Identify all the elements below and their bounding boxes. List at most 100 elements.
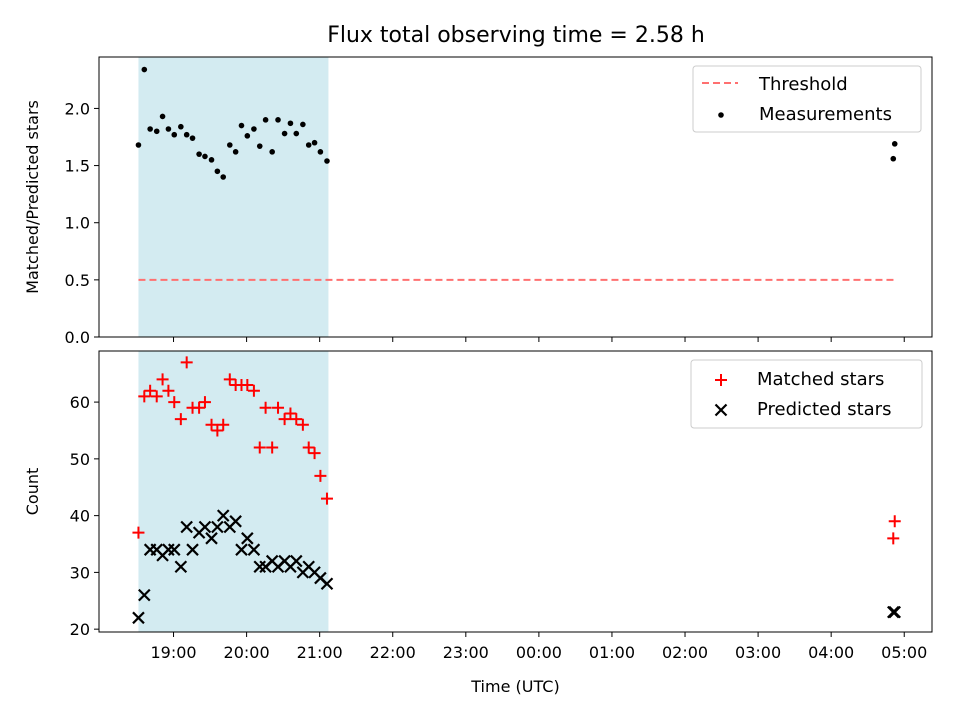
matched-point [887,532,900,545]
predicted-point [235,543,248,556]
matched-point [888,515,901,528]
predicted-point [241,532,254,545]
matched-point [253,441,266,454]
legend-matched-label: Matched stars [757,369,884,390]
count-ytick-label: 60 [70,393,90,412]
ratio-observing-span [138,57,329,337]
matched-point [296,418,309,431]
matched-point [180,356,193,369]
measurement-point [202,153,208,160]
measurement-point [153,128,160,135]
legend-threshold-label: Threshold [758,74,848,95]
measurement-point [293,130,300,137]
ratio-legend-box [692,65,922,133]
measurement-point [281,130,288,137]
count-xtick-label: 21:00 [297,643,343,662]
measurement-point [208,157,215,163]
measurement-point [324,158,330,164]
predicted-point [138,588,151,602]
count-xlabel: Time (UTC) [470,677,559,696]
matched-point [284,407,297,420]
ratio-ytick-label: 1.5 [65,157,90,176]
matched-point [217,418,230,431]
matched-point [223,373,236,386]
measurement-point [251,126,257,132]
measurement-point [256,143,263,149]
ratio-panel: 0.0 0.5 1.0 1.5 2.0 Matched/Predicted stars Th… [23,56,933,347]
measurement-point [226,142,233,148]
matched-point [168,396,181,409]
matched-point [308,447,321,460]
matched-point [205,418,218,431]
measurement-point [196,151,202,157]
measurement-point [171,131,178,138]
predicted-point [205,532,218,545]
measurement-point [305,142,312,148]
ratio-ytick-label: 0.5 [65,271,90,290]
predicted-point [180,520,193,534]
count-frame [98,350,933,633]
measurement-point [238,122,245,129]
predicted-point [132,611,145,625]
predicted-point [247,543,261,556]
measurement-point [311,139,318,146]
matched-point [138,390,151,403]
count-xtick-label: 19:00 [150,643,196,662]
matched-point [272,401,285,414]
predicted-point [216,509,230,522]
matched-point [290,413,303,426]
measurement-point [262,117,269,123]
legend-predicted-marker [714,403,728,417]
measurement-point [214,168,221,175]
ratio-ytick-label: 2.0 [65,99,90,118]
measurement-point [147,126,153,132]
legend-measurement-marker [718,112,724,118]
matched-point [198,396,211,409]
measurement-point [183,131,190,138]
measurement-point [135,142,142,148]
count-ytick-label: 20 [70,620,90,639]
predicted-point [198,520,212,534]
ratio-ylabel: Matched/Predicted stars [23,100,42,294]
ratio-ytick-label: 1.0 [65,214,90,233]
count-legend: Matched stars Predicted stars [690,359,923,429]
predicted-point [186,543,199,556]
count-ylabel: Count [23,468,42,516]
measurement-point [275,117,281,123]
measurement-point [287,120,294,127]
matched-point [314,469,327,482]
matched-point [156,373,169,386]
matched-point [241,379,254,392]
count-xtick-label: 02:00 [662,643,708,662]
legend-measurement-label: Measurements [759,104,892,125]
count-panel: 20 30 40 50 60 19:00 20:00 21:00 22:00 23:00 00:00… [23,350,933,696]
measurement-point [891,141,898,147]
matched-point [162,384,175,397]
matched-point [193,401,206,414]
count-ytick-label: 30 [70,563,90,582]
predicted-point [174,560,188,573]
predicted-point [290,554,303,568]
measurement-point [317,149,324,155]
count-xtick-label: 03:00 [735,643,781,662]
measurement-point [159,113,166,120]
measurement-point [269,149,275,155]
matched-point [302,441,315,454]
count-ytick-label: 50 [70,450,90,469]
predicted-point [229,515,242,528]
count-xtick-label: 05:00 [881,643,927,662]
legend-matched-marker [715,374,727,386]
measurement-point [890,155,897,162]
ratio-ytick-label: 0.0 [65,328,90,347]
matched-point [132,526,145,539]
matched-point [320,492,333,505]
ratio-legend: Threshold Measurements [692,65,922,133]
matched-point [174,413,187,426]
count-xtick-label: 22:00 [370,643,416,662]
count-xtick-label: 23:00 [443,643,489,662]
measurement-point [141,66,148,73]
legend-predicted-label: Predicted stars [757,399,891,420]
predicted-point [167,543,181,556]
count-xtick-label: 00:00 [516,643,562,662]
